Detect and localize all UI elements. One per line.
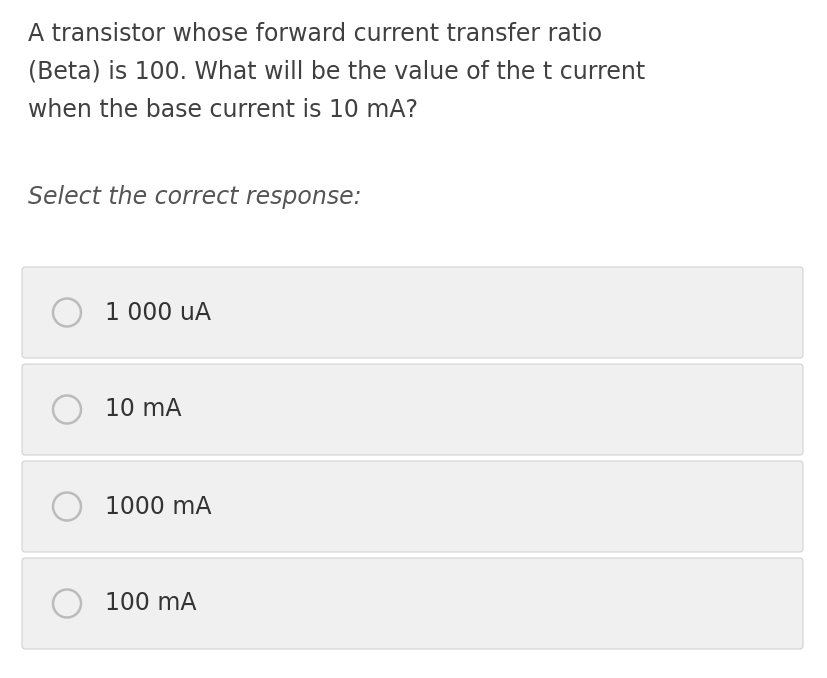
Text: when the base current is 10 mA?: when the base current is 10 mA? xyxy=(28,98,418,122)
FancyBboxPatch shape xyxy=(22,267,802,358)
FancyBboxPatch shape xyxy=(22,558,802,649)
FancyBboxPatch shape xyxy=(22,364,802,455)
Circle shape xyxy=(53,589,81,618)
Circle shape xyxy=(53,298,81,327)
Text: (Beta) is 100. What will be the value of the t current: (Beta) is 100. What will be the value of… xyxy=(28,60,644,84)
Text: 1000 mA: 1000 mA xyxy=(105,494,211,519)
Text: A transistor whose forward current transfer ratio: A transistor whose forward current trans… xyxy=(28,22,601,46)
Text: 1 000 uA: 1 000 uA xyxy=(105,300,211,325)
Circle shape xyxy=(53,395,81,424)
Text: 100 mA: 100 mA xyxy=(105,591,196,616)
Text: 10 mA: 10 mA xyxy=(105,397,181,422)
Text: Select the correct response:: Select the correct response: xyxy=(28,185,361,209)
FancyBboxPatch shape xyxy=(22,461,802,552)
Circle shape xyxy=(53,492,81,521)
